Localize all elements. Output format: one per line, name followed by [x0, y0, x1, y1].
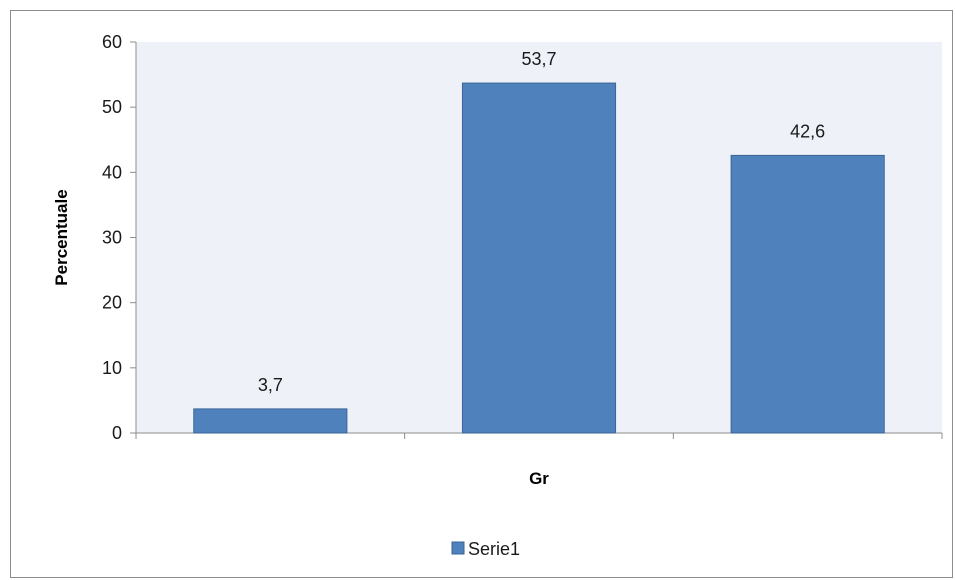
x-axis-title: Gr [529, 469, 549, 488]
legend-label: Serie1 [468, 539, 520, 559]
data-label: 3,7 [258, 375, 283, 395]
y-axis-title: Percentuale [52, 189, 71, 285]
bar [193, 408, 348, 434]
bar [461, 82, 617, 434]
y-tick-label: 30 [102, 228, 122, 248]
y-tick-label: 60 [102, 32, 122, 52]
legend: Serie1 [451, 539, 520, 559]
data-label: 53,7 [521, 49, 556, 69]
y-tick-label: 0 [112, 423, 122, 443]
y-tick-label: 40 [102, 162, 122, 182]
y-tick-label: 10 [102, 358, 122, 378]
data-label: 42,6 [790, 121, 825, 141]
y-axis: 0 10 20 30 40 50 60 [102, 32, 137, 443]
bar [730, 154, 885, 434]
x-axis [130, 432, 943, 439]
legend-swatch [451, 541, 465, 555]
bars [193, 82, 885, 434]
y-tick-label: 50 [102, 97, 122, 117]
data-labels: 3,7 53,7 42,6 [258, 49, 825, 395]
y-tick-label: 20 [102, 293, 122, 313]
